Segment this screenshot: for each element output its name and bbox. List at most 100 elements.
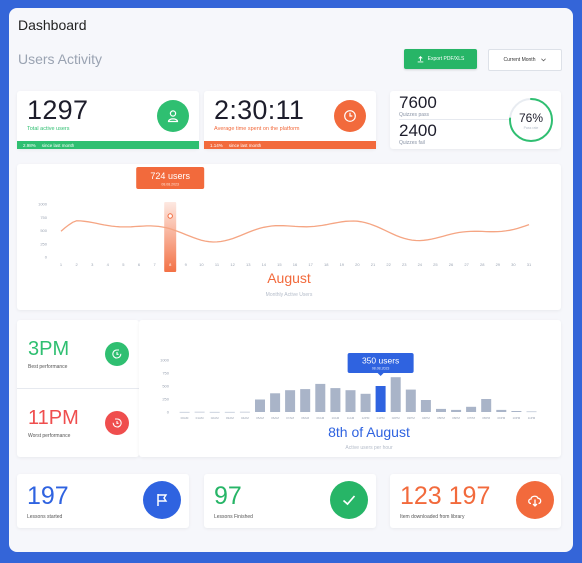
hourly-bar-chart: 1000 750 500 250 0 00AM 01AM 02AM 03AM 04AM 05AM 06… bbox=[160, 353, 537, 420]
x-tick-label: 16 bbox=[293, 262, 298, 267]
quizzes-fail-value: 2400 bbox=[399, 121, 437, 140]
highlight-column bbox=[164, 202, 177, 272]
kpi-value: 1297 bbox=[27, 95, 89, 125]
hourly-bar[interactable] bbox=[300, 389, 311, 412]
x-tick-label: 4 bbox=[107, 262, 110, 267]
kpi-change-bar: 2.98% since last month bbox=[17, 141, 199, 149]
x-tick-label: 01PM bbox=[377, 416, 385, 420]
hourly-bar[interactable] bbox=[526, 411, 537, 413]
hourly-bar[interactable] bbox=[285, 390, 296, 412]
worst-performance-value: 11PM bbox=[28, 407, 79, 429]
pass-rate-value: 76% bbox=[518, 111, 544, 125]
x-tick-label: 3 bbox=[91, 262, 94, 267]
x-tick-label: 07AM bbox=[286, 416, 294, 420]
hourly-bar[interactable] bbox=[496, 409, 507, 412]
x-tick-label: 04PM bbox=[422, 416, 430, 420]
x-tick-label: 10PM bbox=[512, 416, 520, 420]
chevron-down-icon bbox=[541, 58, 547, 62]
hourly-bar[interactable] bbox=[179, 411, 190, 413]
x-tick-label: 19 bbox=[340, 262, 345, 267]
x-tick-label: 11AM bbox=[347, 416, 355, 420]
kpi-card-active-users: 1297 Total active users 2.98% since last… bbox=[17, 91, 199, 149]
y-tick-label: 250 bbox=[162, 397, 169, 402]
hourly-bar[interactable] bbox=[451, 409, 462, 412]
hourly-bar[interactable] bbox=[194, 411, 205, 413]
monthly-active-users-card: 1000 750 500 250 0 1 2 3 4 5 6 7 8 9 10 11 12 13 14 15 16 17 1… bbox=[17, 164, 561, 310]
x-tick-label: 7 bbox=[153, 262, 156, 267]
hourly-tooltip-value: 350 users bbox=[362, 356, 399, 366]
x-tick-label: 9 bbox=[185, 262, 188, 267]
divider bbox=[399, 119, 511, 120]
highlight-point[interactable] bbox=[167, 213, 173, 219]
hourly-bar[interactable] bbox=[375, 386, 386, 412]
y-tick-label: 1000 bbox=[38, 202, 48, 207]
downloads-label: Item downloaded from library bbox=[400, 514, 465, 520]
monthly-tooltip bbox=[136, 167, 205, 189]
flag-icon bbox=[143, 481, 181, 519]
kpi-label: Average time spent on the platform bbox=[214, 126, 300, 132]
hourly-bar[interactable] bbox=[436, 408, 446, 412]
hourly-bar[interactable] bbox=[481, 399, 492, 412]
hourly-bar[interactable] bbox=[224, 411, 235, 413]
kpi-change: 2.98% bbox=[23, 142, 36, 148]
kpi-label: Total active users bbox=[27, 126, 70, 132]
lessons-finished-label: Lessons Finished bbox=[214, 514, 253, 520]
x-tick-label: 2 bbox=[75, 262, 78, 267]
hourly-bar[interactable] bbox=[270, 393, 281, 412]
quizzes-pass-label: Quizzes pass bbox=[399, 112, 430, 118]
monthly-tooltip-value: 724 users bbox=[150, 171, 190, 181]
clock-icon bbox=[334, 100, 366, 132]
hourly-bar[interactable] bbox=[209, 411, 220, 413]
x-tick-label: 12PM bbox=[362, 416, 370, 420]
x-tick-label: 28 bbox=[480, 262, 485, 267]
hourly-bar[interactable] bbox=[239, 411, 250, 413]
export-button[interactable]: Export PDF/XLS bbox=[404, 49, 477, 69]
quizzes-fail-label: Quizzes fail bbox=[399, 140, 425, 146]
x-tick-label: 10AM bbox=[331, 416, 339, 420]
x-tick-label: 13 bbox=[246, 262, 251, 267]
lessons-finished-card: 97 Lessons Finished bbox=[204, 474, 376, 528]
x-tick-label: 23 bbox=[402, 262, 407, 267]
hourly-bar[interactable] bbox=[360, 393, 371, 412]
lessons-started-label: Lessons started bbox=[27, 514, 63, 520]
x-tick-label: 5 bbox=[122, 262, 125, 267]
x-tick-label: 01AM bbox=[196, 416, 204, 420]
y-tick-label: 1000 bbox=[160, 358, 170, 363]
hourly-bar[interactable] bbox=[390, 377, 401, 412]
cloud-download-icon bbox=[516, 481, 554, 519]
x-tick-label: 6 bbox=[138, 262, 141, 267]
x-tick-label: 08AM bbox=[301, 416, 309, 420]
worst-performance-label: Worst performance bbox=[28, 433, 71, 439]
best-performance-value: 3PM bbox=[28, 338, 70, 360]
tooltip-pointer bbox=[377, 373, 384, 376]
lessons-started-value: 197 bbox=[27, 482, 69, 510]
x-tick-label: 11PM bbox=[528, 416, 536, 420]
hourly-bar[interactable] bbox=[420, 400, 431, 412]
x-tick-label: 21 bbox=[371, 262, 376, 267]
clock-up-icon bbox=[105, 342, 129, 366]
x-tick-label: 26 bbox=[449, 262, 454, 267]
hourly-bar[interactable] bbox=[405, 389, 416, 412]
x-tick-label: 00AM bbox=[181, 416, 189, 420]
hourly-bar[interactable] bbox=[315, 383, 326, 412]
x-tick-label: 1 bbox=[60, 262, 63, 267]
kpi-value: 2:30:11 bbox=[214, 95, 305, 125]
performance-card: 3PM Best performance 11PM Worst performa… bbox=[17, 320, 139, 457]
x-tick-label: 12 bbox=[230, 262, 235, 267]
x-tick-label: 27 bbox=[464, 262, 469, 267]
month-label: August bbox=[267, 270, 311, 286]
hourly-bar[interactable] bbox=[330, 388, 341, 412]
upload-icon bbox=[417, 55, 423, 62]
hourly-bar[interactable] bbox=[511, 411, 522, 412]
hourly-bar[interactable] bbox=[466, 406, 477, 412]
hourly-bar[interactable] bbox=[255, 399, 265, 413]
best-performance-label: Best performance bbox=[28, 364, 68, 370]
y-tick-label: 250 bbox=[40, 241, 47, 246]
x-tick-label: 17 bbox=[308, 262, 313, 267]
period-select[interactable]: Current Month bbox=[488, 49, 562, 71]
x-tick-label: 05AM bbox=[256, 416, 264, 420]
x-tick-label: 09PM bbox=[497, 416, 505, 420]
x-tick-label: 20 bbox=[355, 262, 360, 267]
hourly-bar[interactable] bbox=[345, 390, 356, 412]
section-title: Users Activity bbox=[18, 51, 103, 67]
